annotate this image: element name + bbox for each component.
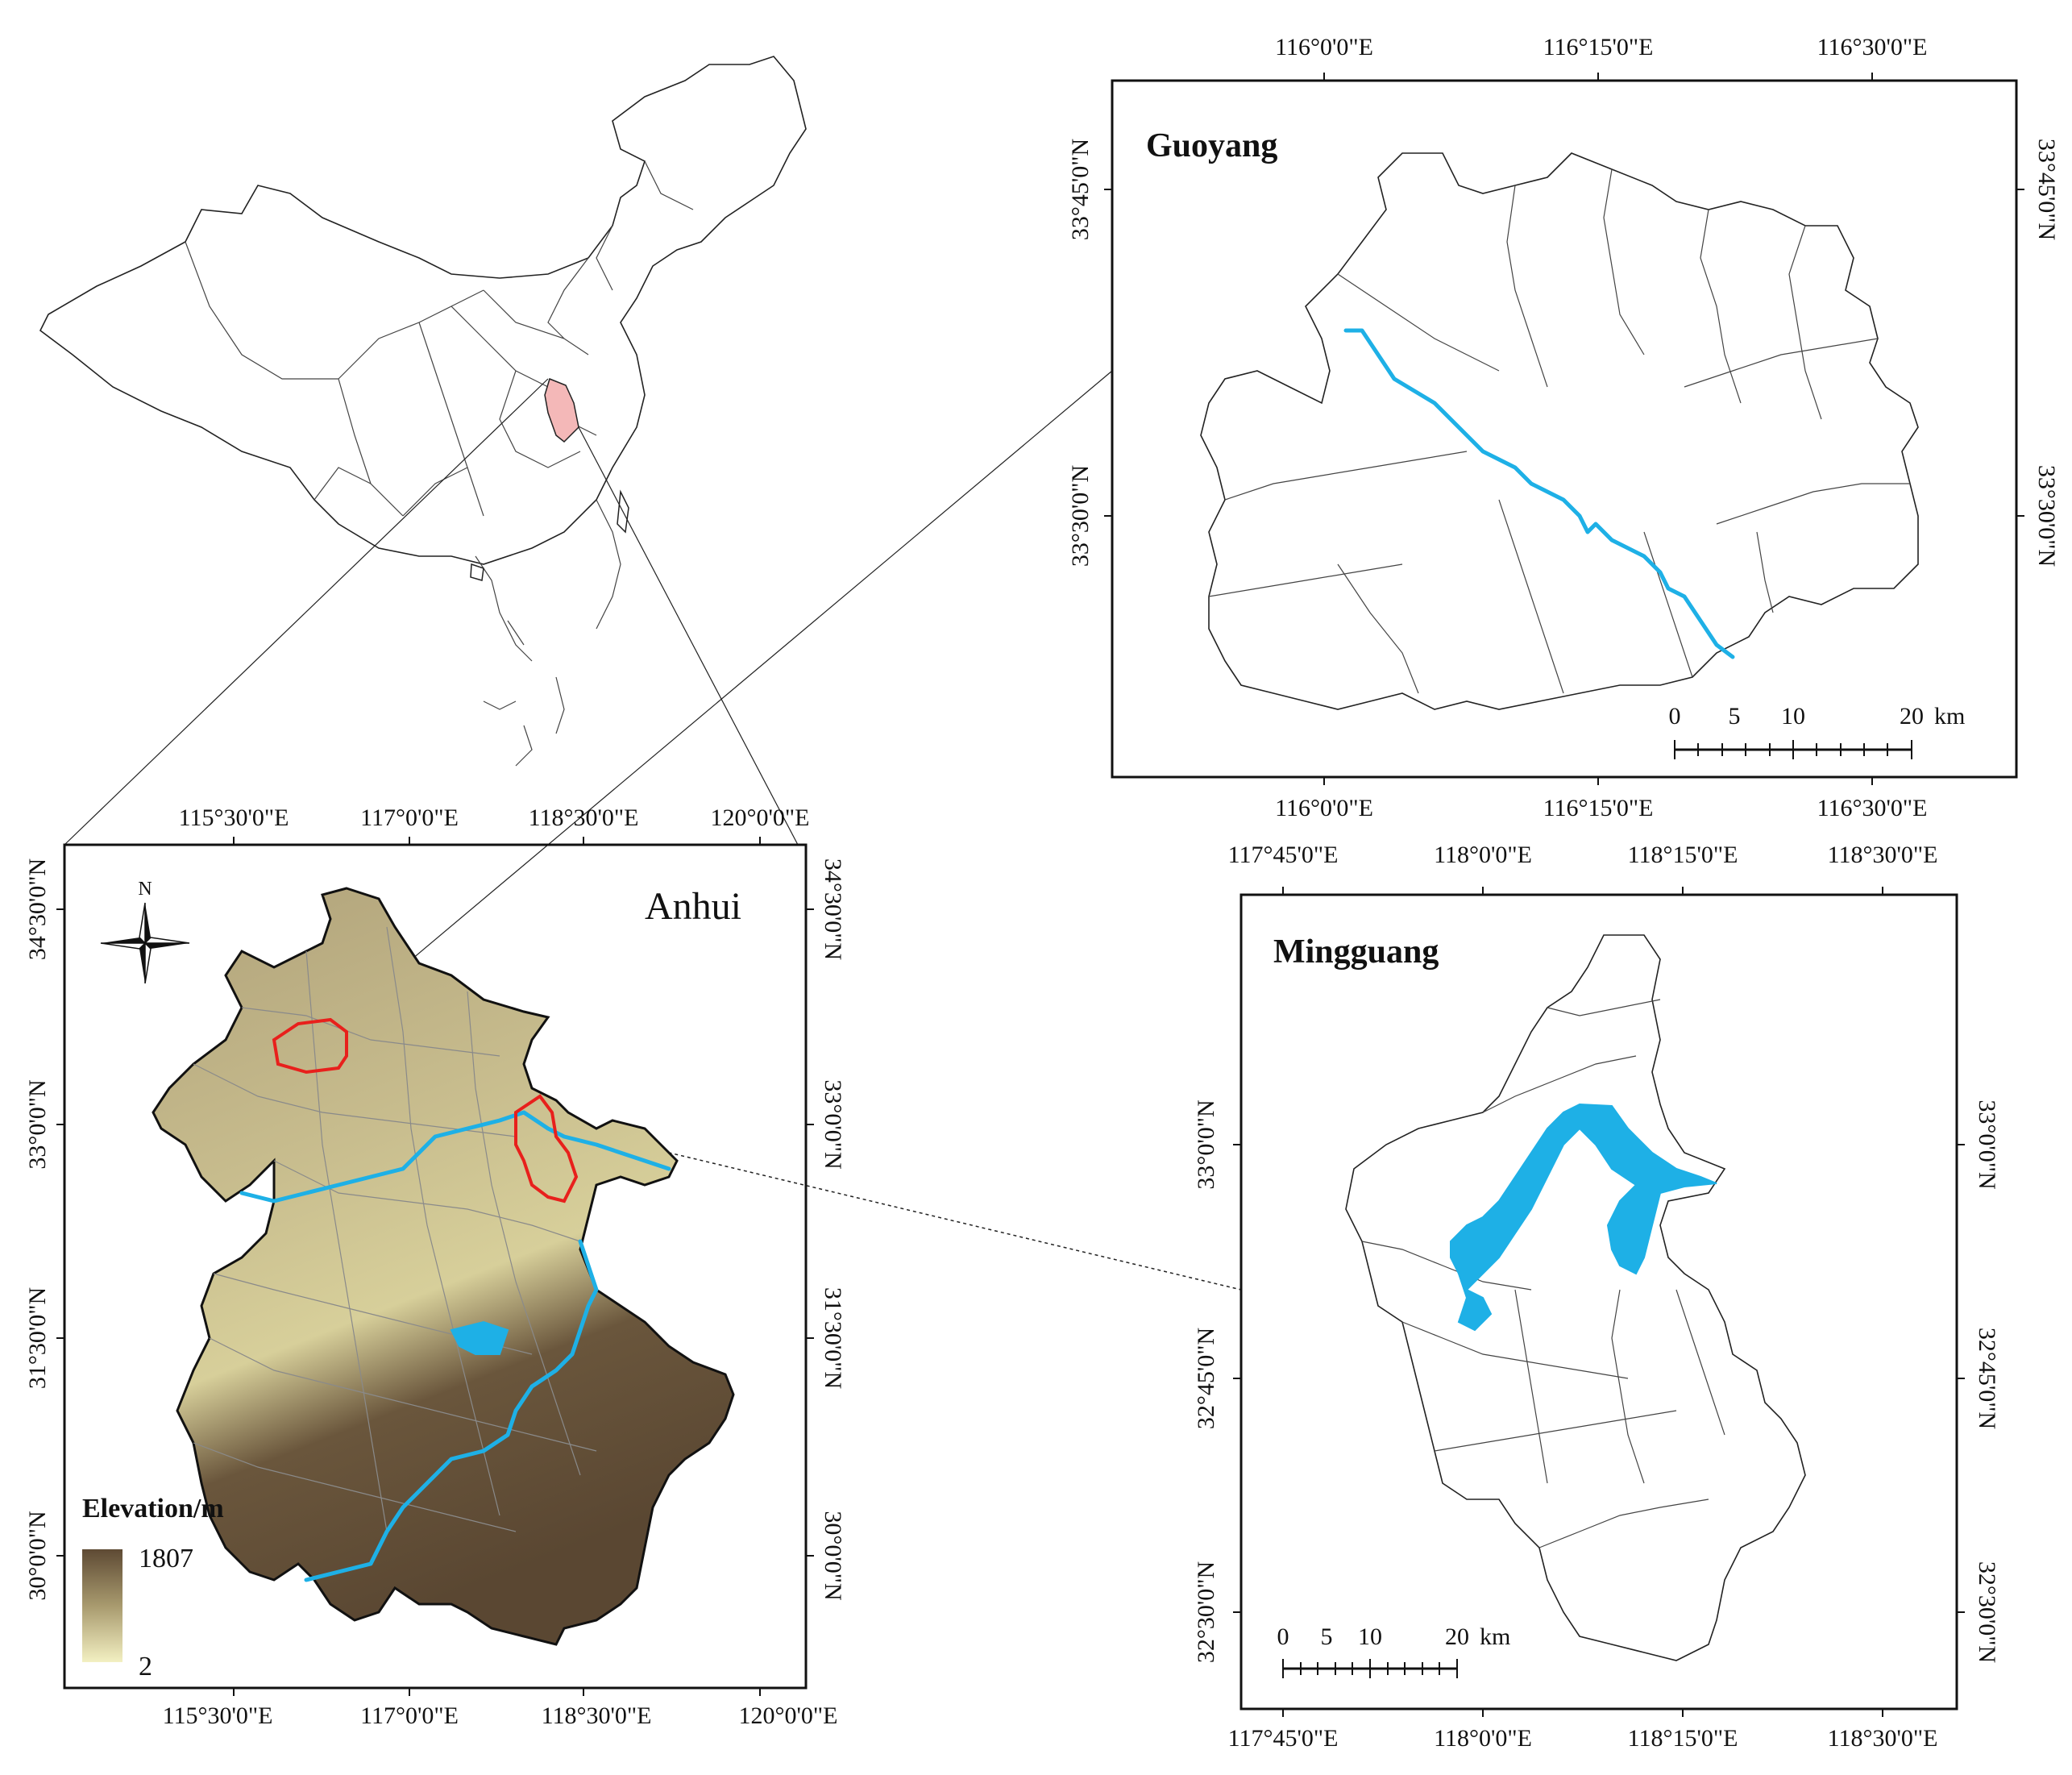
- anhui-x-top-label: 117°0'0"E: [360, 804, 459, 831]
- guoyang-scale-label: 5: [1729, 703, 1741, 730]
- guoyang-x-top-label: 116°0'0"E: [1275, 34, 1373, 60]
- guoyang-frame: [1111, 79, 2018, 779]
- mingguang-scale-bar: 0 5 10 20 km: [1277, 1623, 1510, 1678]
- mingguang-y-right-label: 32°30'0"N: [1974, 1561, 2000, 1663]
- anhui-panel: 115°30'0"E 117°0'0"E 118°30'0"E 120°0'0"…: [24, 804, 846, 1729]
- mingguang-panel-title: Mingguang: [1273, 933, 1439, 971]
- guoyang-town-lines: [1208, 168, 1910, 694]
- anhui-x-bottom-label: 120°0'0"E: [739, 1702, 838, 1729]
- mingguang-panel: 117°45'0"E 118°0'0"E 118°15'0"E 118°30'0…: [1193, 842, 2000, 1752]
- mingguang-y-left-label: 33°0'0"N: [1193, 1100, 1219, 1189]
- mingguang-x-bottom-label: 117°45'0"E: [1228, 1725, 1339, 1752]
- mingguang-tick-marks: [1233, 887, 1965, 1717]
- guoyang-x-bottom-label: 116°0'0"E: [1275, 795, 1373, 821]
- hainan-island: [470, 563, 484, 581]
- guoyang-y-left-label: 33°30'0"N: [1067, 465, 1094, 567]
- yangtze-river: [304, 1239, 599, 1582]
- anhui-y-left-label: 30°0'0"N: [24, 1511, 51, 1600]
- anhui-x-top-label: 118°30'0"E: [529, 804, 639, 831]
- guoyang-x-bottom-label: 116°30'0"E: [1817, 795, 1928, 821]
- anhui-x-bottom-label: 118°30'0"E: [542, 1702, 652, 1729]
- guoyang-scale-label: 10: [1781, 703, 1805, 730]
- anhui-tick-marks: [56, 837, 814, 1696]
- north-arrow-label: N: [138, 879, 152, 900]
- mingguang-x-top-label: 118°15'0"E: [1628, 842, 1738, 868]
- legend-min-value: 2: [139, 1652, 152, 1681]
- mingguang-county-highlight: [514, 1094, 579, 1203]
- compass-rose-icon: N: [100, 879, 190, 984]
- mingguang-x-bottom-label: 118°30'0"E: [1828, 1725, 1938, 1752]
- elevation-legend: Elevation/m 1807 2: [82, 1494, 224, 1681]
- anhui-y-left-label: 33°0'0"N: [24, 1079, 51, 1169]
- guoyang-scale-bar: 0 5 10 20 km: [1669, 703, 1965, 759]
- legend-max-value: 1807: [139, 1544, 193, 1573]
- guoyang-x-bottom-label: 116°15'0"E: [1543, 795, 1654, 821]
- chaohu-lake: [450, 1320, 509, 1355]
- anhui-highlight-on-china: [544, 377, 579, 443]
- huai-river: [239, 1110, 671, 1203]
- anhui-x-top-label: 120°0'0"E: [711, 804, 810, 831]
- guoyang-x-top-label: 116°15'0"E: [1543, 34, 1654, 60]
- guoyang-x-top-label: 116°30'0"E: [1817, 34, 1928, 60]
- mingguang-scale-unit: km: [1480, 1623, 1510, 1650]
- guoyang-panel: 116°0'0"E 116°15'0"E 116°30'0"E 116°0'0"…: [1067, 34, 2060, 821]
- china-overview-map: [39, 56, 807, 767]
- mingguang-lake: [1450, 1103, 1717, 1332]
- guoyang-panel-title: Guoyang: [1146, 127, 1277, 164]
- mingguang-town-lines: [1361, 999, 1725, 1548]
- anhui-x-bottom-label: 117°0'0"E: [360, 1702, 459, 1729]
- anhui-y-left-label: 31°30'0"N: [24, 1287, 51, 1389]
- anhui-frame: [63, 843, 808, 1690]
- connector-lines: [64, 370, 1242, 1291]
- anhui-x-top-label: 115°30'0"E: [179, 804, 289, 831]
- guoyang-y-left-label: 33°45'0"N: [1067, 139, 1094, 240]
- mingguang-scale-label: 0: [1277, 1623, 1289, 1650]
- mingguang-y-right-label: 32°45'0"N: [1974, 1328, 2000, 1429]
- mingguang-scale-label: 20: [1445, 1623, 1469, 1650]
- elevation-color-bar: [82, 1549, 122, 1662]
- mingguang-x-bottom-label: 118°15'0"E: [1628, 1725, 1738, 1752]
- guoyang-y-right-label: 33°45'0"N: [2033, 139, 2060, 240]
- mingguang-county-outline: [1345, 934, 1806, 1661]
- mingguang-x-top-label: 118°30'0"E: [1828, 842, 1938, 868]
- guoyang-county-highlight: [272, 1017, 348, 1075]
- anhui-panel-title: Anhui: [645, 885, 741, 928]
- mingguang-y-left-label: 32°45'0"N: [1193, 1328, 1219, 1429]
- mingguang-frame: [1239, 893, 1958, 1711]
- legend-title: Elevation/m: [82, 1494, 224, 1524]
- mingguang-x-bottom-label: 118°0'0"E: [1434, 1725, 1532, 1752]
- china-outline: [39, 56, 807, 565]
- guoyang-county-outline: [1200, 152, 1919, 710]
- mingguang-x-top-label: 117°45'0"E: [1228, 842, 1339, 868]
- guoyang-scale-unit: km: [1934, 703, 1965, 730]
- anhui-province-shape: [152, 887, 735, 1646]
- guoyang-scale-label: 20: [1900, 703, 1924, 730]
- mingguang-y-left-label: 32°30'0"N: [1193, 1561, 1219, 1663]
- south-china-sea-islands: [475, 499, 621, 767]
- guoyang-scale-label: 0: [1669, 703, 1681, 730]
- anhui-x-bottom-label: 115°30'0"E: [163, 1702, 273, 1729]
- guoyang-y-right-label: 33°30'0"N: [2033, 465, 2060, 567]
- guoyang-tick-marks: [1104, 73, 2024, 785]
- mingguang-x-top-label: 118°0'0"E: [1434, 842, 1532, 868]
- anhui-y-right-label: 34°30'0"N: [820, 858, 846, 960]
- anhui-y-right-label: 33°0'0"N: [820, 1079, 846, 1169]
- mingguang-scale-label: 10: [1358, 1623, 1382, 1650]
- anhui-y-right-label: 30°0'0"N: [820, 1511, 846, 1600]
- mingguang-scale-label: 5: [1321, 1623, 1333, 1650]
- anhui-county-lines: [193, 926, 597, 1532]
- mingguang-y-right-label: 33°0'0"N: [1974, 1100, 2000, 1189]
- anhui-y-right-label: 31°30'0"N: [820, 1287, 846, 1389]
- anhui-y-left-label: 34°30'0"N: [24, 858, 51, 960]
- guoyang-river: [1343, 328, 1735, 659]
